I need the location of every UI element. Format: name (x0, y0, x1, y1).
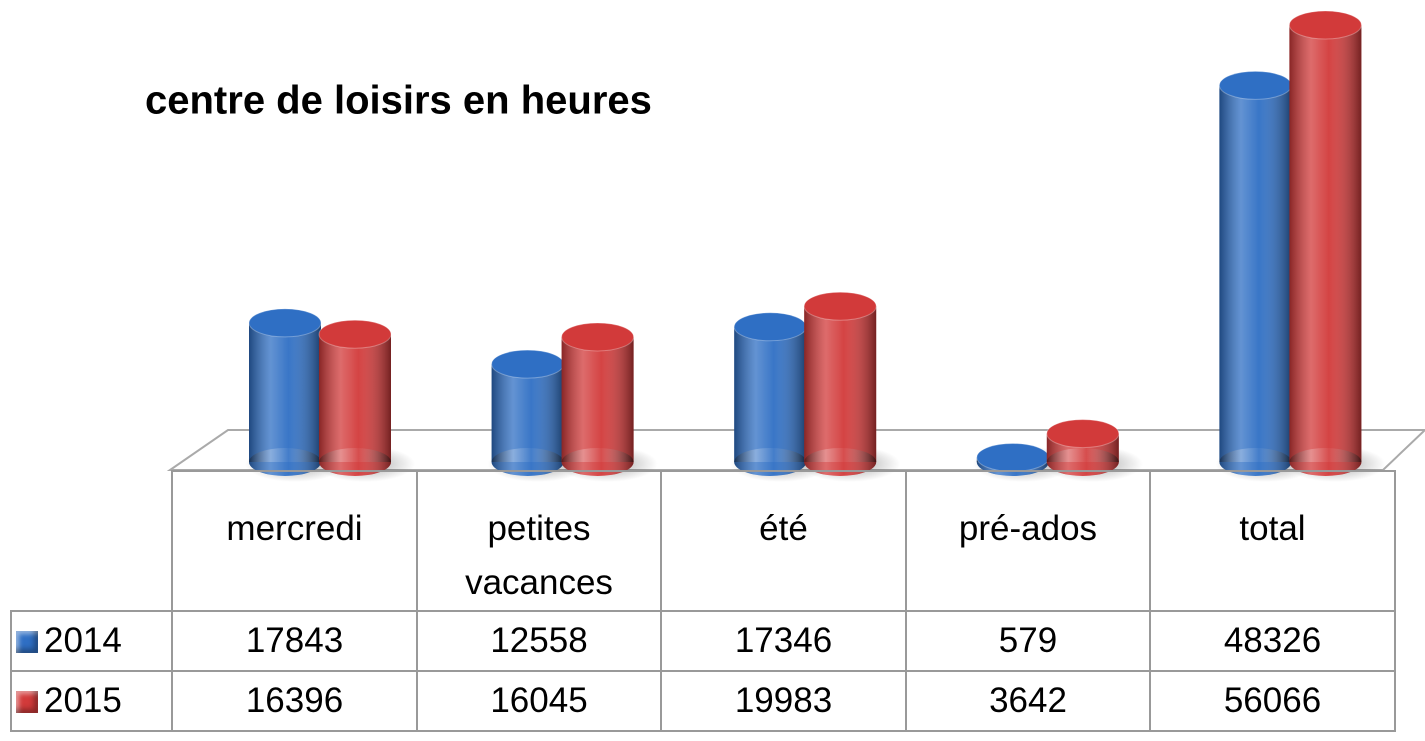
bar-body-shade (561, 336, 634, 462)
bar-top (318, 319, 392, 349)
bar-body-shade (491, 364, 564, 462)
bar-body-shade (319, 334, 391, 462)
bar (315, 319, 415, 482)
bar-top (1046, 419, 1120, 449)
category-label: mercredi (171, 470, 418, 612)
bar (1285, 10, 1386, 482)
bar-body-shade (249, 322, 321, 462)
header-row: mercredi petites vacances été pré-ados total (11, 470, 1396, 612)
blank-cell (11, 471, 172, 611)
bar (245, 308, 345, 482)
value-cell: 16396 (171, 670, 418, 732)
series-row: 2015 16396 16045 19983 3642 56066 (10, 670, 1396, 732)
value-cell: 17346 (660, 610, 907, 672)
bar-top (248, 308, 322, 338)
bar (557, 322, 658, 482)
legend-entry: 2014 (10, 610, 173, 672)
legend-swatch (16, 631, 38, 653)
value-cell: 579 (905, 610, 1151, 672)
bar-top (1288, 10, 1362, 40)
data-table: mercredi petites vacances été pré-ados total… (10, 470, 1396, 732)
bar-top (1218, 70, 1292, 100)
chart-title: centre de loisirs en heures (145, 79, 652, 123)
value-cell: 19983 (660, 670, 907, 732)
value-cell: 56066 (1149, 670, 1396, 732)
value-cell: 16045 (416, 670, 662, 732)
value-cell: 17843 (171, 610, 418, 672)
bar-body-shade (1219, 85, 1292, 462)
bar-top (561, 322, 635, 352)
bar-body-shade (1289, 25, 1362, 462)
category-label: total (1149, 470, 1396, 612)
legend-entry: 2015 (10, 670, 173, 732)
bar-top (803, 291, 877, 321)
value-cell: 3642 (905, 670, 1151, 732)
bar-body-shade (804, 306, 877, 462)
legend-swatch (16, 691, 38, 713)
category-label: petites vacances (416, 470, 662, 612)
bar (1215, 70, 1316, 482)
bar-top (491, 349, 565, 379)
category-label: été (660, 470, 907, 612)
bar-top (976, 442, 1050, 472)
legend-label: 2015 (44, 681, 122, 720)
legend-label: 2014 (44, 621, 122, 660)
value-cell: 48326 (1149, 610, 1396, 672)
bar-top (733, 312, 807, 342)
bar (800, 291, 901, 482)
value-cell: 12558 (416, 610, 662, 672)
bar-body-shade (734, 326, 807, 462)
category-label: pré-ados (905, 470, 1151, 612)
series-row: 2014 17843 12558 17346 579 48326 (10, 610, 1396, 672)
